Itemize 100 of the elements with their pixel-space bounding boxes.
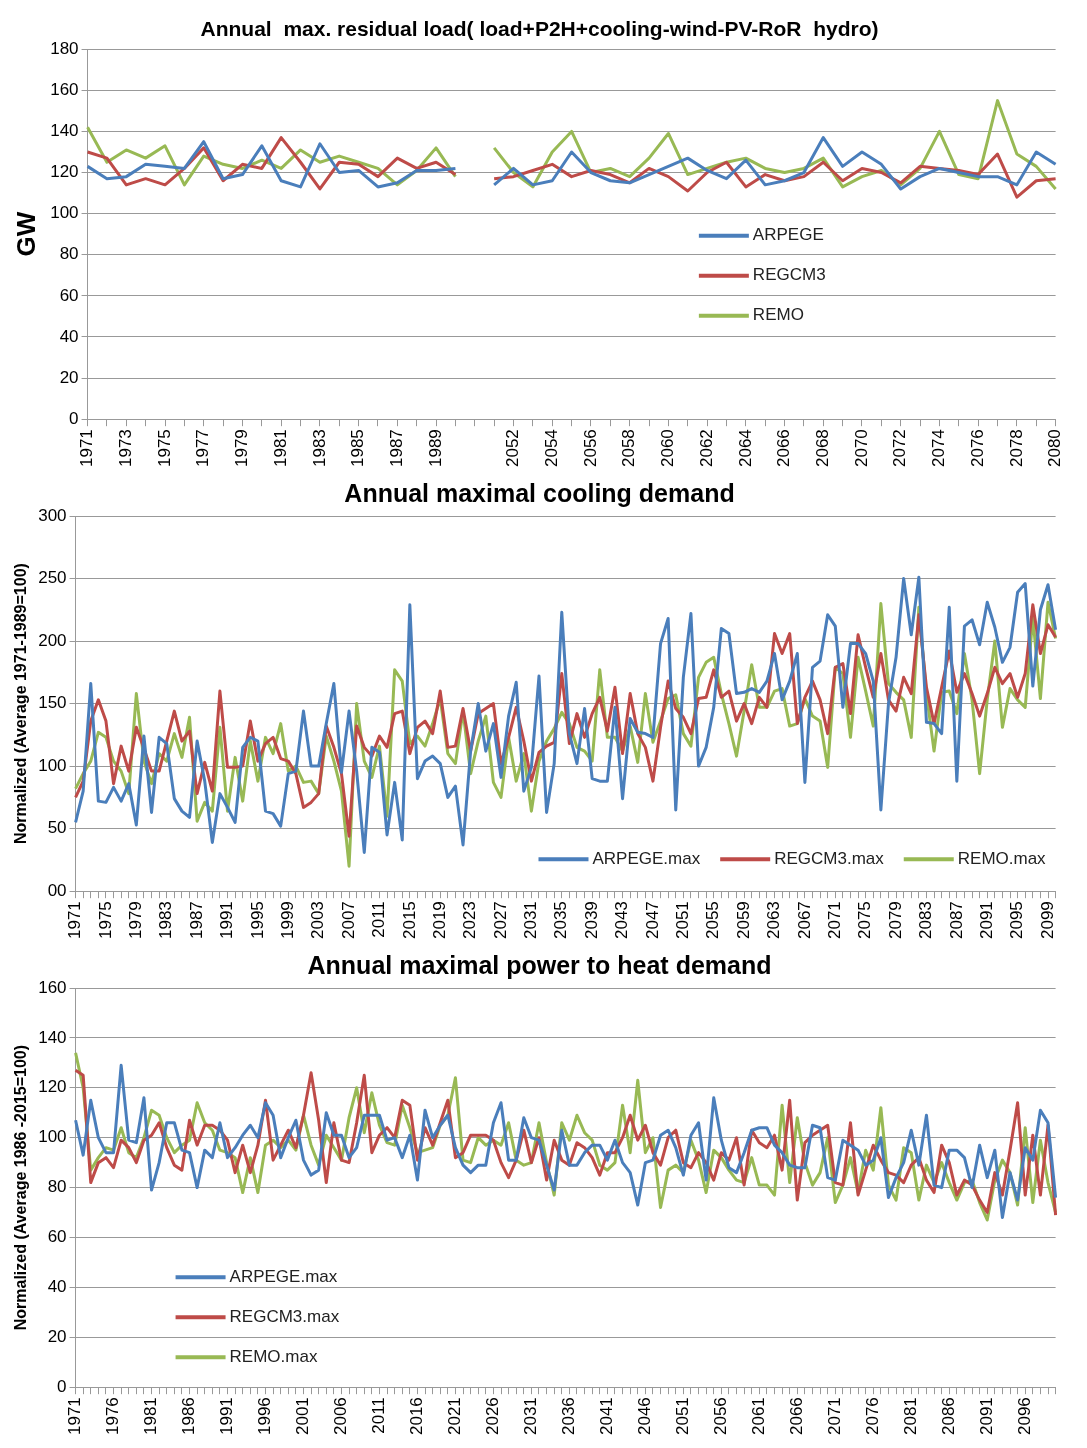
x-tick-label: 1989 — [425, 429, 445, 468]
chart-title: Annual maximal cooling demand — [344, 478, 735, 507]
y-tick-label: 40 — [59, 326, 79, 346]
x-tick-label: 2087 — [946, 901, 966, 940]
x-tick-label: 1991 — [217, 1397, 237, 1436]
x-tick-label: 2066 — [774, 429, 794, 468]
x-tick-label: 2061 — [749, 1397, 768, 1436]
x-tick-label: 2027 — [490, 901, 510, 940]
x-tick-label: 2056 — [580, 429, 600, 468]
x-tick-label: 1987 — [387, 429, 407, 468]
x-tick-label: 1995 — [247, 901, 267, 940]
x-tick-label: 2007 — [338, 901, 358, 940]
y-tick-label: 100 — [50, 203, 79, 223]
x-tick-label: 2091 — [976, 1397, 996, 1436]
x-tick-label: 2086 — [938, 1397, 958, 1436]
x-tick-label: 2071 — [824, 901, 844, 940]
y-tick-label: 140 — [50, 121, 79, 141]
y-axis-title: Normalized (Average 1986 -2015=100) — [12, 1044, 30, 1331]
x-tick-label: 1975 — [95, 901, 115, 940]
x-tick-label: 2056 — [711, 1397, 731, 1436]
x-tick-label: 2074 — [929, 429, 949, 468]
y-tick-label: 20 — [47, 1326, 67, 1346]
x-tick-label: 1983 — [309, 429, 329, 468]
x-tick-label: 1999 — [277, 901, 297, 940]
x-tick-label: 2072 — [890, 429, 910, 468]
y-tick-label: 250 — [38, 568, 67, 588]
x-tick-label: 1971 — [65, 1397, 85, 1436]
x-tick-label: 2047 — [642, 901, 662, 940]
x-tick-label: 2019 — [429, 901, 449, 940]
x-tick-label: 1996 — [255, 1397, 275, 1436]
x-tick-label: 1979 — [232, 429, 252, 468]
x-tick-label: 2063 — [764, 901, 784, 940]
x-tick-label: 2067 — [794, 901, 814, 940]
x-tick-label: 2091 — [976, 901, 996, 940]
x-tick-label: 2060 — [658, 429, 678, 468]
legend-label: ARPEGE.max — [592, 848, 701, 868]
x-tick-label: 2035 — [551, 901, 571, 940]
legend-label: REGCM3.max — [774, 848, 885, 868]
chart-title: Annual maximal power to heat demand — [307, 950, 772, 979]
y-tick-label: 160 — [38, 977, 67, 997]
x-tick-label: 2083 — [916, 901, 936, 940]
x-tick-label: 1979 — [126, 901, 146, 940]
y-tick-label: 60 — [59, 285, 79, 305]
x-tick-label: 2031 — [521, 901, 541, 940]
x-tick-label: 2076 — [967, 429, 987, 468]
y-tick-label: 150 — [38, 693, 67, 713]
x-tick-label: 1971 — [65, 901, 85, 940]
x-tick-label: 2064 — [735, 429, 755, 468]
legend-label: REGCM3.max — [229, 1306, 340, 1326]
x-tick-label: 2058 — [619, 429, 639, 468]
x-tick-label: 2011 — [369, 901, 389, 938]
x-tick-label: 1981 — [270, 429, 290, 468]
x-tick-label: 2003 — [308, 901, 328, 940]
x-tick-label: 2096 — [1014, 1397, 1034, 1436]
y-tick-label: 120 — [38, 1077, 67, 1097]
x-tick-label: 2055 — [703, 901, 723, 940]
y-tick-label: 80 — [47, 1177, 67, 1197]
legend-label: ARPEGE.max — [229, 1266, 338, 1286]
x-tick-label: 2051 — [673, 901, 693, 940]
y-tick-label: 50 — [47, 818, 67, 838]
x-tick-label: 2051 — [673, 1397, 693, 1436]
x-tick-label: 2075 — [855, 901, 875, 940]
x-tick-label: 2001 — [293, 1397, 313, 1436]
x-tick-label: 2015 — [399, 901, 419, 940]
x-tick-label: 2041 — [597, 1397, 617, 1436]
y-tick-label: 100 — [38, 755, 67, 775]
x-tick-label: 2054 — [541, 429, 561, 468]
x-tick-label: 1987 — [186, 901, 206, 940]
x-tick-label: 2066 — [786, 1397, 806, 1436]
y-tick-label: 80 — [59, 244, 79, 264]
x-tick-label: 1985 — [348, 429, 368, 468]
y-tick-label: 300 — [38, 505, 67, 525]
x-tick-label: 2079 — [885, 901, 905, 940]
y-tick-label: 100 — [38, 1127, 67, 1147]
y-tick-label: 160 — [50, 80, 79, 99]
x-tick-label: 2080 — [1045, 429, 1065, 468]
x-tick-label: 2031 — [521, 1397, 541, 1436]
y-axis-title: Normalized (Average 1971-1989=100) — [12, 563, 30, 845]
x-tick-label: 2076 — [862, 1397, 882, 1436]
x-tick-label: 2078 — [1006, 429, 1026, 468]
y-axis-title: GW — [10, 211, 41, 257]
y-tick-label: 180 — [50, 38, 79, 58]
x-tick-label: 2099 — [1037, 901, 1057, 940]
x-tick-label: 2071 — [824, 1397, 844, 1436]
y-tick-label: 140 — [38, 1027, 67, 1047]
y-tick-label: 200 — [38, 630, 67, 650]
x-tick-label: 2023 — [460, 901, 480, 940]
x-tick-label: 2043 — [612, 901, 632, 940]
x-tick-label: 2006 — [331, 1397, 351, 1436]
y-tick-label: 40 — [47, 1277, 67, 1297]
y-tick-label: 0 — [57, 1376, 67, 1396]
legend-label: REMO.max — [957, 848, 1047, 868]
x-tick-label: 2070 — [851, 429, 871, 468]
y-tick-label: 60 — [47, 1227, 67, 1247]
x-tick-label: 2011 — [369, 1397, 389, 1434]
x-tick-label: 2095 — [1007, 901, 1027, 940]
x-tick-label: 1973 — [115, 429, 135, 468]
y-tick-label: 20 — [59, 367, 79, 387]
x-tick-label: 2068 — [812, 429, 832, 468]
y-tick-label: 0 — [69, 408, 79, 428]
